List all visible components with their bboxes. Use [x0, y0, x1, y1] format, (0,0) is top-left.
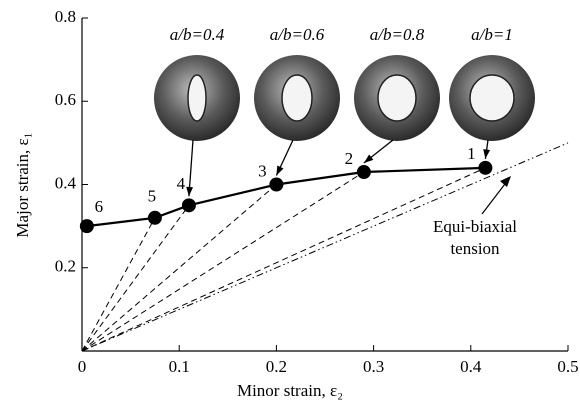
point [147, 210, 162, 225]
point-label: 4 [177, 174, 186, 193]
point [181, 198, 196, 213]
arrow [188, 139, 194, 197]
arrow-head [500, 176, 511, 187]
strain-path [81, 184, 277, 352]
specimen-label: a/b=0.4 [170, 25, 225, 44]
x-tick-label: 0.2 [266, 357, 287, 376]
point [478, 160, 493, 175]
point-label: 6 [95, 197, 104, 216]
strain-path [81, 205, 190, 352]
y-axis-label: Major strain, ε₁ [13, 132, 32, 237]
x-tick-label: 0 [78, 357, 87, 376]
point-label: 5 [148, 187, 157, 206]
x-tick-label: 0.1 [169, 357, 190, 376]
arrow-head [186, 186, 194, 197]
point [269, 177, 284, 192]
specimen-hole [281, 74, 313, 122]
strain-path [81, 217, 156, 352]
x-tick-label: 0.4 [460, 357, 482, 376]
point-label: 2 [345, 149, 354, 168]
x-tick-label: 0.5 [557, 357, 578, 376]
y-tick-label: 0.6 [55, 90, 76, 109]
y-tick-label: 0.2 [55, 257, 76, 276]
arrow [481, 179, 509, 215]
reference-line [81, 142, 569, 352]
x-tick-label: 0.3 [363, 357, 384, 376]
specimen-label: a/b=1 [471, 25, 513, 44]
fld-line [86, 166, 486, 228]
arrow-head [276, 165, 284, 176]
strain-path [81, 167, 486, 352]
arrow-head [483, 149, 491, 159]
y-tick-label: 0.8 [55, 7, 76, 26]
specimen-label: a/b=0.8 [370, 25, 425, 44]
point [356, 165, 371, 180]
point [79, 219, 94, 234]
x-axis-label: Minor strain, ε₂ [237, 381, 343, 400]
point-label: 1 [467, 144, 476, 163]
reference-label: tension [450, 239, 500, 258]
point-label: 3 [258, 161, 267, 180]
specimen-hole [377, 74, 417, 122]
reference-label: Equi-biaxial [433, 217, 517, 236]
specimen-label: a/b=0.6 [270, 25, 325, 44]
y-tick-label: 0.4 [55, 173, 77, 192]
specimen-hole [469, 74, 515, 122]
strain-path [81, 171, 365, 352]
specimen-hole [187, 74, 207, 122]
arrow-head [363, 154, 374, 164]
